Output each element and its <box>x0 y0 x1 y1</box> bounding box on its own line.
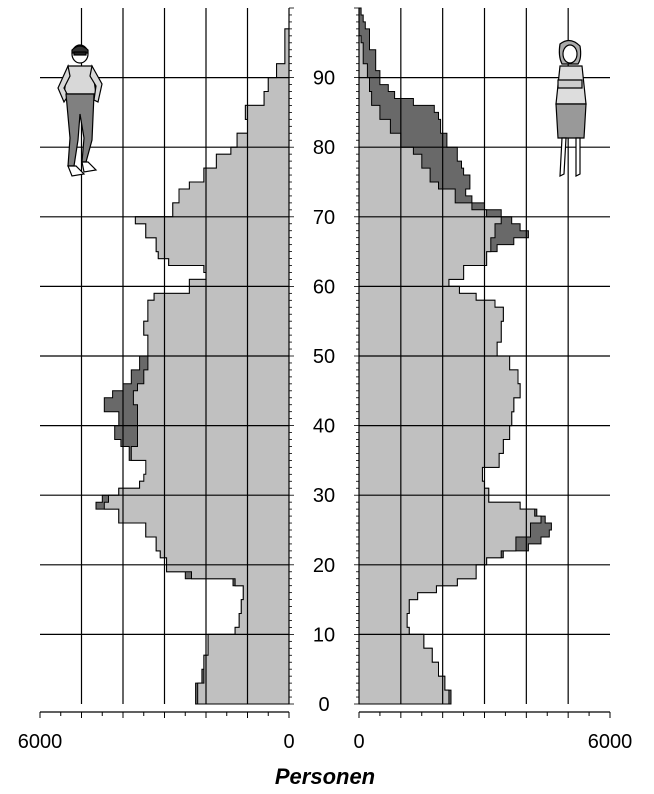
female-panel <box>354 7 611 718</box>
male-tick-label-max: 6000 <box>18 731 63 753</box>
age-tick-label: 40 <box>313 416 335 438</box>
age-tick-label: 0 <box>318 694 329 716</box>
female-tick-label-max: 6000 <box>588 731 633 753</box>
age-tick-label: 90 <box>313 68 335 90</box>
age-tick-label: 30 <box>313 485 335 507</box>
male-inner-area <box>103 21 290 705</box>
count-axis-labels: 6000 0 0 6000 <box>18 731 633 753</box>
age-tick-label: 50 <box>313 346 335 368</box>
age-tick-label: 20 <box>313 555 335 577</box>
female-tick-label-zero: 0 <box>353 731 364 753</box>
man-figure-icon <box>57 44 103 177</box>
female-inner-area <box>358 35 542 705</box>
male-panel <box>39 7 294 718</box>
age-axis-labels: 0 10 20 30 40 50 60 70 80 90 <box>313 68 335 716</box>
age-tick-label: 70 <box>313 207 335 229</box>
male-tick-label-zero: 0 <box>283 731 294 753</box>
age-tick-label: 60 <box>313 276 335 298</box>
x-axis-title: Personen <box>275 764 375 789</box>
woman-figure-icon <box>555 39 587 177</box>
age-tick-label: 10 <box>313 624 335 646</box>
age-tick-label: 80 <box>313 137 335 159</box>
